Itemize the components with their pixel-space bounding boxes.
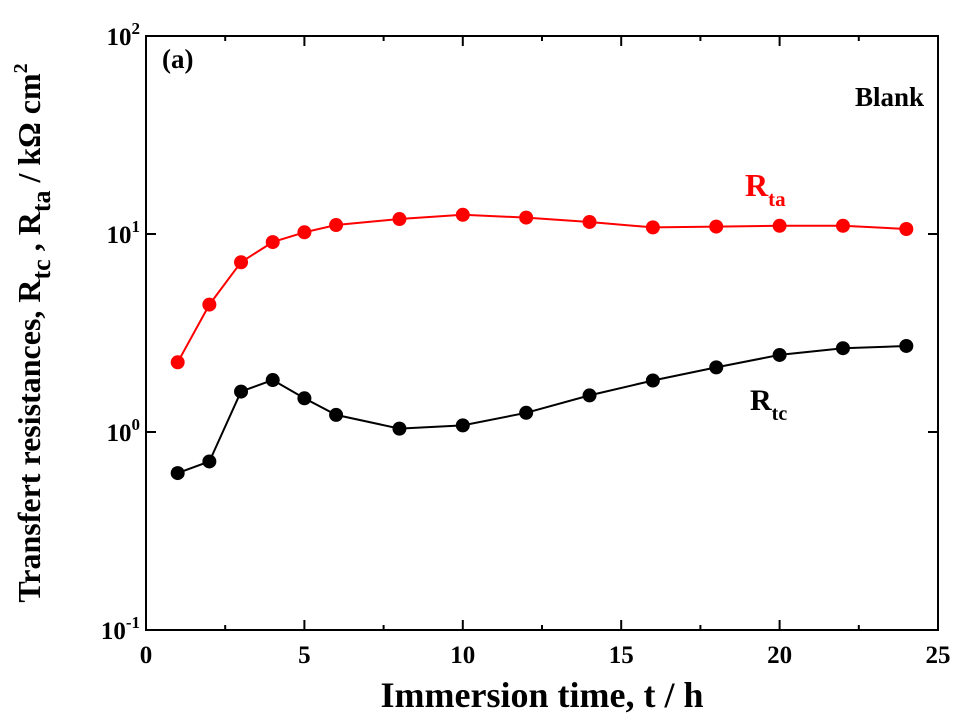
data-point-ta	[645, 220, 660, 235]
data-point-ta	[170, 355, 185, 370]
data-point-ta	[455, 207, 470, 222]
y-tick-label: 101	[107, 217, 141, 249]
data-point-tc	[202, 454, 217, 469]
y-tick-label: 100	[107, 415, 141, 447]
plot-frame	[145, 35, 939, 631]
data-point-tc	[772, 347, 787, 362]
data-point-tc	[392, 421, 407, 436]
data-point-tc	[170, 466, 185, 481]
data-point-tc	[709, 360, 724, 375]
condition-label: Blank	[855, 82, 924, 112]
x-tick-label: 20	[767, 642, 792, 669]
x-tick-label: 10	[450, 642, 475, 669]
data-point-tc	[329, 407, 344, 422]
data-point-ta	[835, 218, 850, 233]
data-point-ta	[234, 255, 249, 270]
data-point-ta	[392, 212, 407, 227]
data-point-ta	[709, 219, 724, 234]
data-point-ta	[582, 214, 597, 229]
series-label-rtc: Rtc	[750, 384, 787, 425]
panel-label: (a)	[162, 44, 193, 74]
data-point-ta	[519, 210, 534, 225]
data-point-tc	[582, 388, 597, 403]
data-point-ta	[202, 297, 217, 312]
axis-ticks: 0 5 10 15 20 25 10-1 100 101 102	[101, 19, 951, 669]
x-tick-label: 5	[298, 642, 311, 669]
data-point-tc	[645, 373, 660, 388]
series-layer	[170, 207, 914, 481]
series-line-ta	[176, 213, 907, 363]
data-point-ta	[899, 221, 914, 236]
data-point-ta	[265, 235, 280, 250]
series-label-rta: Rta	[745, 167, 786, 211]
x-tick-label: 25	[926, 642, 951, 669]
y-tick-label: 102	[107, 19, 141, 51]
data-point-tc	[519, 405, 534, 420]
y-tick-label: 10-1	[101, 613, 140, 645]
data-point-tc	[835, 341, 850, 356]
data-point-tc	[234, 384, 249, 399]
data-point-tc	[297, 391, 312, 406]
x-tick-label: 0	[140, 642, 153, 669]
y-axis-title: Transfert resistances, Rtc , Rta / kΩ cm…	[10, 63, 56, 602]
data-point-tc	[265, 373, 280, 388]
data-point-tc	[899, 338, 914, 353]
data-point-ta	[329, 218, 344, 233]
x-axis-title: Immersion time, t / h	[381, 675, 704, 715]
series-line-tc	[177, 345, 907, 475]
data-point-ta	[297, 225, 312, 240]
x-tick-label: 15	[609, 642, 634, 669]
data-point-ta	[772, 218, 787, 233]
data-point-tc	[455, 418, 470, 433]
